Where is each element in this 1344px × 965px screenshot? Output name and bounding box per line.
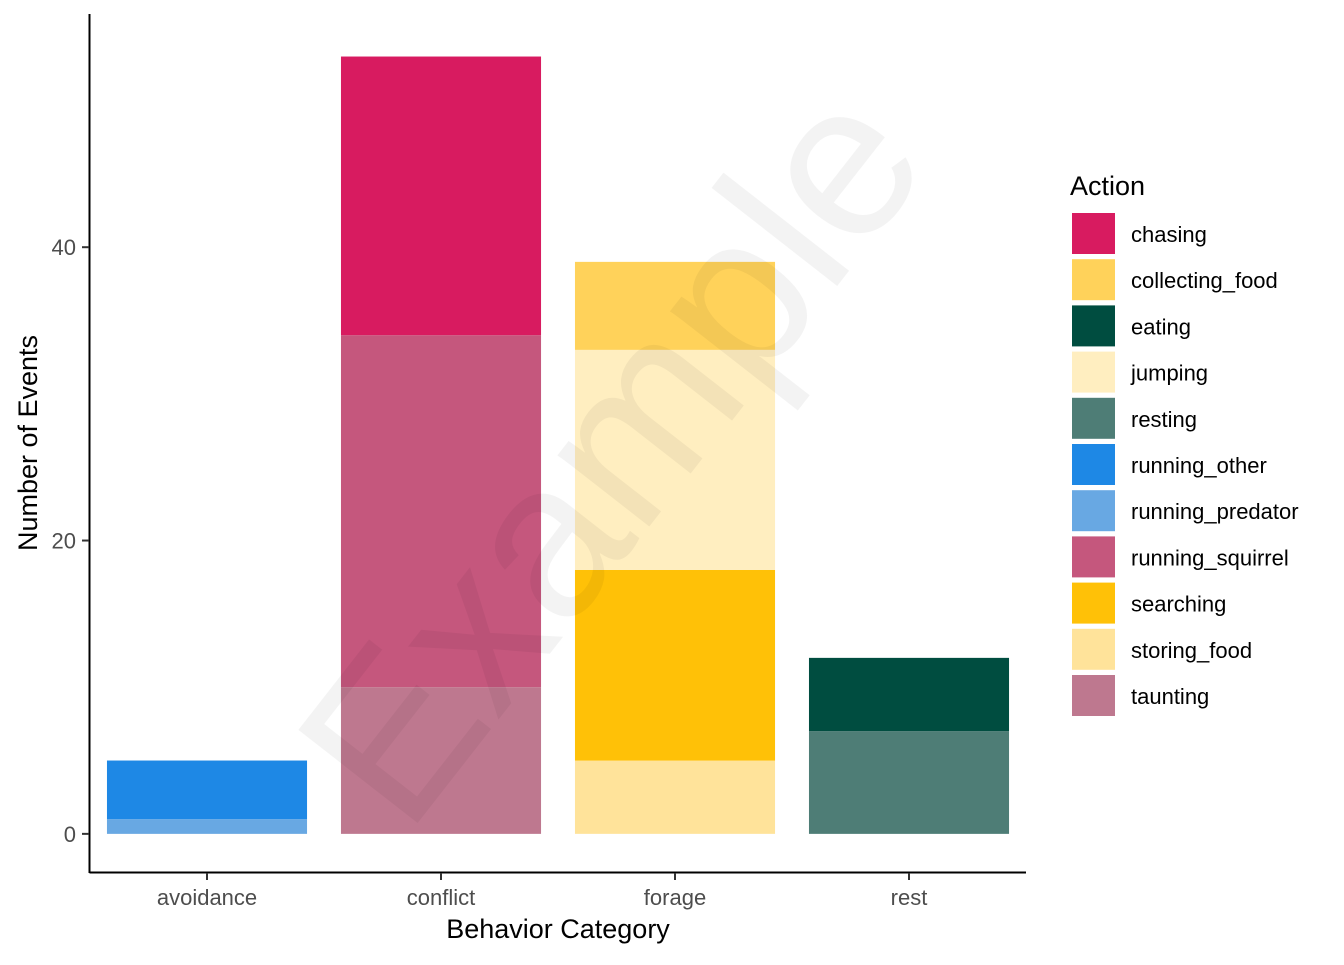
- axes-layer: [88, 14, 1026, 874]
- legend-label-eating: eating: [1131, 314, 1191, 339]
- legend-label-chasing: chasing: [1131, 222, 1207, 247]
- legend-key-taunting: [1072, 675, 1115, 716]
- legend-label-jumping: jumping: [1130, 361, 1208, 386]
- legend-label-resting: resting: [1131, 407, 1197, 432]
- bar-segment-avoidance-running_predator: [106, 819, 308, 834]
- y-tick-label: 40: [52, 235, 76, 260]
- x-axis-title: Behavior Category: [446, 914, 670, 944]
- legend-label-searching: searching: [1131, 592, 1226, 617]
- legend-key-eating: [1072, 305, 1115, 347]
- legend-key-storing_food: [1072, 628, 1115, 670]
- x-tick-label: avoidance: [157, 885, 257, 910]
- legend-label-storing_food: storing_food: [1131, 638, 1252, 663]
- ticks-layer: 0 20 40 avoidance conflict forage rest: [52, 235, 928, 910]
- x-tick-label: rest: [891, 885, 928, 910]
- legend-title: Action: [1070, 171, 1145, 201]
- legend-label-collecting_food: collecting_food: [1131, 268, 1278, 293]
- y-axis-title: Number of Events: [13, 335, 43, 551]
- bar-segment-forage-storing_food: [574, 760, 776, 834]
- y-tick-label: 0: [64, 822, 76, 847]
- legend-key-running_predator: [1072, 490, 1115, 532]
- bars-layer: [106, 56, 1010, 834]
- legend-key-collecting_food: [1072, 259, 1115, 301]
- bar-segment-conflict-chasing: [340, 56, 542, 336]
- y-tick-label: 20: [52, 529, 76, 554]
- bar-segment-forage-collecting_food: [574, 261, 776, 350]
- x-tick-label: forage: [644, 885, 706, 910]
- legend-key-chasing: [1072, 213, 1115, 254]
- legend-label-running_squirrel: running_squirrel: [1131, 545, 1289, 570]
- bar-segment-conflict-taunting: [340, 687, 542, 834]
- bar-segment-avoidance-running_other: [106, 760, 308, 820]
- legend-key-running_other: [1072, 444, 1115, 485]
- bar-segment-forage-searching: [574, 569, 776, 761]
- legend-label-running_predator: running_predator: [1131, 499, 1299, 524]
- legend-key-searching: [1072, 582, 1115, 624]
- bar-segment-rest-resting: [808, 731, 1010, 834]
- legend-label-taunting: taunting: [1131, 684, 1209, 709]
- bar-segment-forage-jumping: [574, 349, 776, 570]
- bar-segment-rest-eating: [808, 657, 1010, 732]
- bar-segment-conflict-running_squirrel: [340, 335, 542, 688]
- legend-key-running_squirrel: [1072, 536, 1115, 578]
- legend-label-running_other: running_other: [1131, 453, 1267, 478]
- legend-key-jumping: [1072, 351, 1115, 393]
- x-tick-label: conflict: [407, 885, 475, 910]
- legend-key-resting: [1072, 397, 1115, 439]
